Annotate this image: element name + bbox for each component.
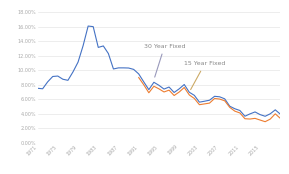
Text: 15 Year Fixed: 15 Year Fixed bbox=[184, 61, 226, 90]
Text: 30 Year Fixed: 30 Year Fixed bbox=[144, 44, 185, 77]
